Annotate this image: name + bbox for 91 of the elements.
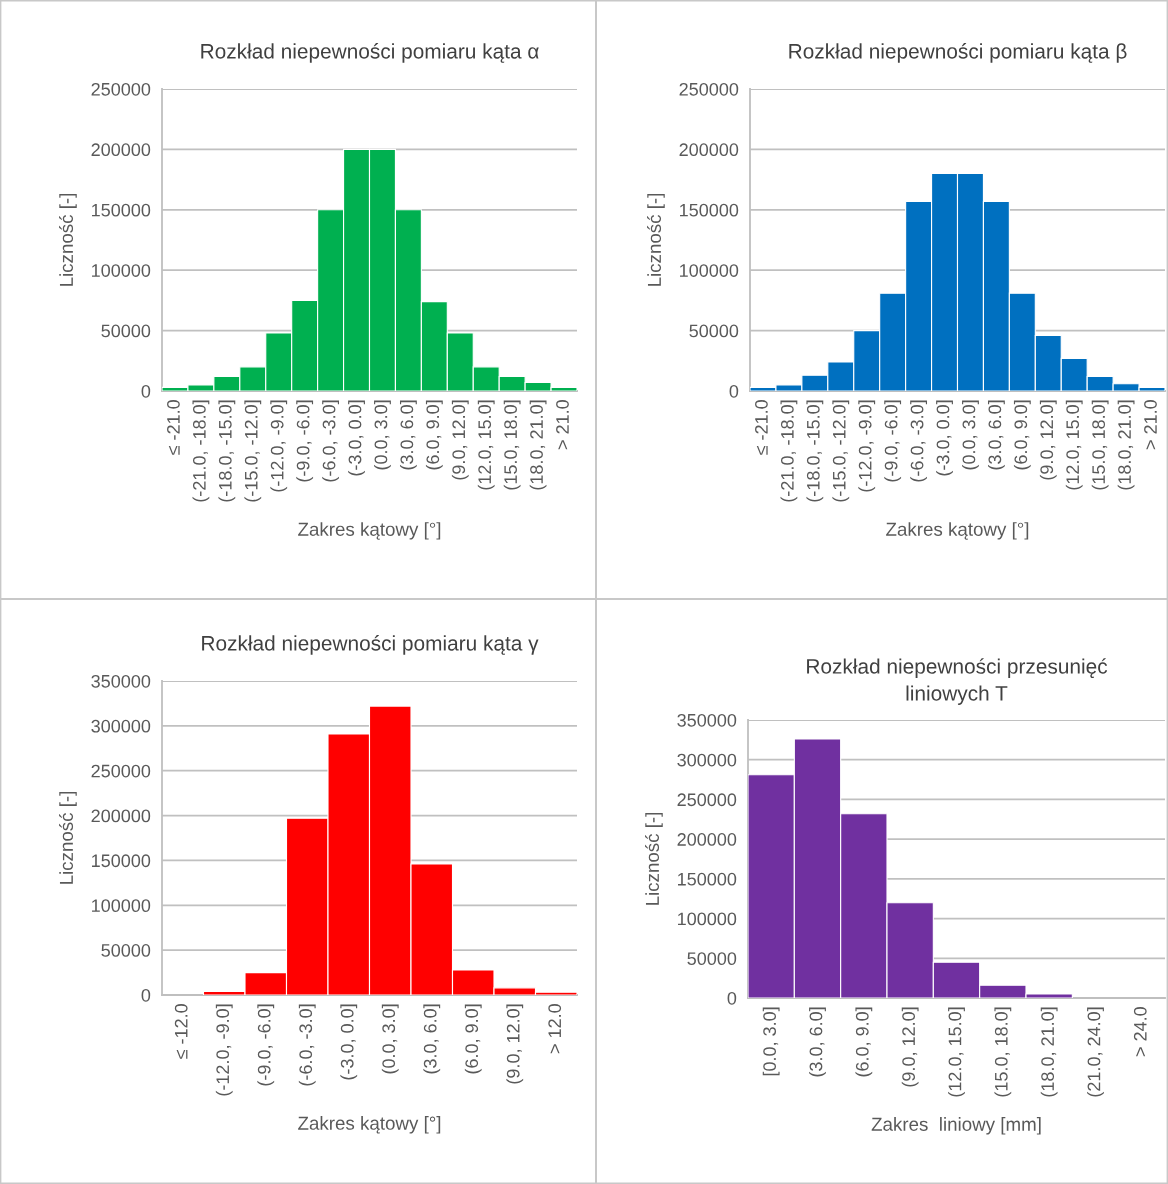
y-tick-label: 350000 <box>677 713 737 727</box>
y-tick-label: 200000 <box>679 143 739 157</box>
y-tick-label: 0 <box>141 384 151 398</box>
x-tick-label: (-9.0, -6.0] <box>296 400 314 482</box>
y-tick-label: 150000 <box>92 854 151 868</box>
x-tick-label: (12.0, 15.0] <box>1065 400 1083 490</box>
y-tick-label: 150000 <box>680 203 739 217</box>
x-tick-label: > 24.0 <box>1133 1007 1147 1057</box>
y-tick-label: 250000 <box>677 793 737 807</box>
y-tick-label: 200000 <box>677 833 737 846</box>
x-tick-label: (6.0, 9.0] <box>855 1007 873 1077</box>
x-tick-label: (-12.0, -9.0] <box>270 400 288 492</box>
y-tick-label: 250000 <box>679 82 739 96</box>
x-tick-label: > 21.0 <box>1144 400 1157 450</box>
x-tick-label: (-3.0, 0.0] <box>936 400 953 476</box>
x-tick-label: (15.0, 18.0] <box>1091 400 1109 490</box>
y-tick-label: 0 <box>729 384 739 398</box>
x-tick-label: (-18.0, -15.0] <box>806 400 824 502</box>
x-tick-label: (0.0, 3.0] <box>381 1004 399 1074</box>
x-axis-title: Zakres kątowy [°] <box>298 1116 441 1134</box>
y-axis-title: Liczność [-] <box>59 791 77 884</box>
y-axis-title: Liczność [-] <box>59 193 77 286</box>
x-tick-label: (3.0, 6.0] <box>399 400 417 470</box>
chart-title: Rozkład niepewności pomiaru kąta α <box>201 43 539 63</box>
x-tick-label: (-21.0, -18.0] <box>780 400 798 502</box>
x-tick-label: (9.0, 12.0] <box>451 400 469 480</box>
y-tick-label: 200000 <box>91 809 151 823</box>
y-tick-label: 100000 <box>680 264 739 277</box>
y-tick-label: 150000 <box>678 872 737 886</box>
y-tick-label: 50000 <box>689 324 739 338</box>
y-tick-label: 350000 <box>91 674 151 688</box>
y-tick-label: 50000 <box>101 944 151 957</box>
y-tick-label: 250000 <box>91 82 151 96</box>
x-tick-label: (-15.0, -12.0] <box>244 400 262 502</box>
x-tick-label: ≤ -21.0 <box>167 400 180 455</box>
x-tick-label: (18.0, 21.0] <box>529 400 547 490</box>
x-tick-label: (-9.0, -6.0] <box>257 1004 275 1086</box>
x-tick-label: (15.0, 18.0] <box>503 400 521 490</box>
y-tick-label: 100000 <box>678 912 737 926</box>
x-tick-label: ≤ -12.0 <box>174 1004 188 1059</box>
chart-title: Rozkład niepewności przesunięć liniowych T <box>807 658 1108 705</box>
x-tick-label: (-15.0, -12.0] <box>832 400 850 502</box>
x-axis-title: Zakres liniowy [mm] <box>871 1117 1041 1135</box>
x-tick-label: [0.0, 3.0] <box>762 1007 780 1076</box>
x-tick-label: (12.0, 15.0] <box>477 400 495 490</box>
x-tick-label: (-3.0, 0.0] <box>340 1004 358 1080</box>
x-tick-label: > 21.0 <box>556 400 569 450</box>
x-tick-label: (-9.0, -6.0] <box>884 400 902 482</box>
x-tick-label: ≤ -21.0 <box>755 400 768 455</box>
x-tick-label: (0.0, 3.0] <box>374 400 391 470</box>
y-tick-label: 50000 <box>101 324 151 338</box>
y-tick-label: 250000 <box>91 764 151 778</box>
y-tick-label: 150000 <box>92 203 151 217</box>
x-tick-label: (6.0, 9.0] <box>1013 400 1031 470</box>
y-axis-title: Liczność [-] <box>645 812 663 905</box>
x-tick-label: (-21.0, -18.0] <box>192 400 210 502</box>
x-tick-label: (-12.0, -9.0] <box>215 1004 233 1096</box>
x-axis-title: Zakres kątowy [°] <box>886 522 1029 540</box>
y-tick-label: 300000 <box>677 753 737 767</box>
x-tick-label: (9.0, 12.0] <box>506 1004 524 1084</box>
y-tick-label: 50000 <box>687 952 737 966</box>
x-tick-label: (6.0, 9.0] <box>464 1004 482 1074</box>
x-tick-label: (-3.0, 0.0] <box>348 400 365 476</box>
x-tick-label: > 12.0 <box>548 1004 562 1054</box>
x-tick-label: (18.0, 21.0] <box>1040 1007 1058 1097</box>
x-tick-label: (-6.0, -3.0] <box>322 400 340 482</box>
y-tick-label: 300000 <box>91 719 151 733</box>
y-tick-label: 100000 <box>92 264 151 277</box>
x-tick-label: (15.0, 18.0] <box>994 1007 1012 1097</box>
x-tick-label: (21.0, 24.0] <box>1087 1007 1104 1097</box>
x-tick-label: (-6.0, -3.0] <box>298 1004 316 1086</box>
x-tick-label: (18.0, 21.0] <box>1117 400 1135 490</box>
x-tick-label: (-6.0, -3.0] <box>910 400 928 482</box>
y-tick-label: 0 <box>141 988 151 1002</box>
x-axis-title: Zakres kątowy [°] <box>298 522 441 540</box>
x-tick-label: (-18.0, -15.0] <box>218 400 236 502</box>
x-tick-label: (-12.0, -9.0] <box>858 400 876 492</box>
y-tick-label: 200000 <box>91 143 151 157</box>
chart-title: Rozkład niepewności pomiaru kąta β <box>789 43 1127 63</box>
x-tick-label: (12.0, 15.0] <box>948 1007 965 1097</box>
x-tick-label: (9.0, 12.0] <box>1039 400 1057 480</box>
x-tick-label: (3.0, 6.0] <box>809 1007 826 1077</box>
y-tick-label: 100000 <box>92 899 151 913</box>
x-tick-label: (9.0, 12.0] <box>901 1007 919 1087</box>
x-tick-label: (3.0, 6.0] <box>423 1004 441 1074</box>
chart-title: Rozkład niepewności pomiaru kąta γ <box>202 635 539 655</box>
y-tick-label: 0 <box>727 991 737 1005</box>
x-tick-label: (0.0, 3.0] <box>962 400 979 470</box>
y-axis-title: Liczność [-] <box>647 193 665 286</box>
x-tick-label: (6.0, 9.0] <box>425 400 443 470</box>
x-tick-label: (3.0, 6.0] <box>987 400 1005 470</box>
